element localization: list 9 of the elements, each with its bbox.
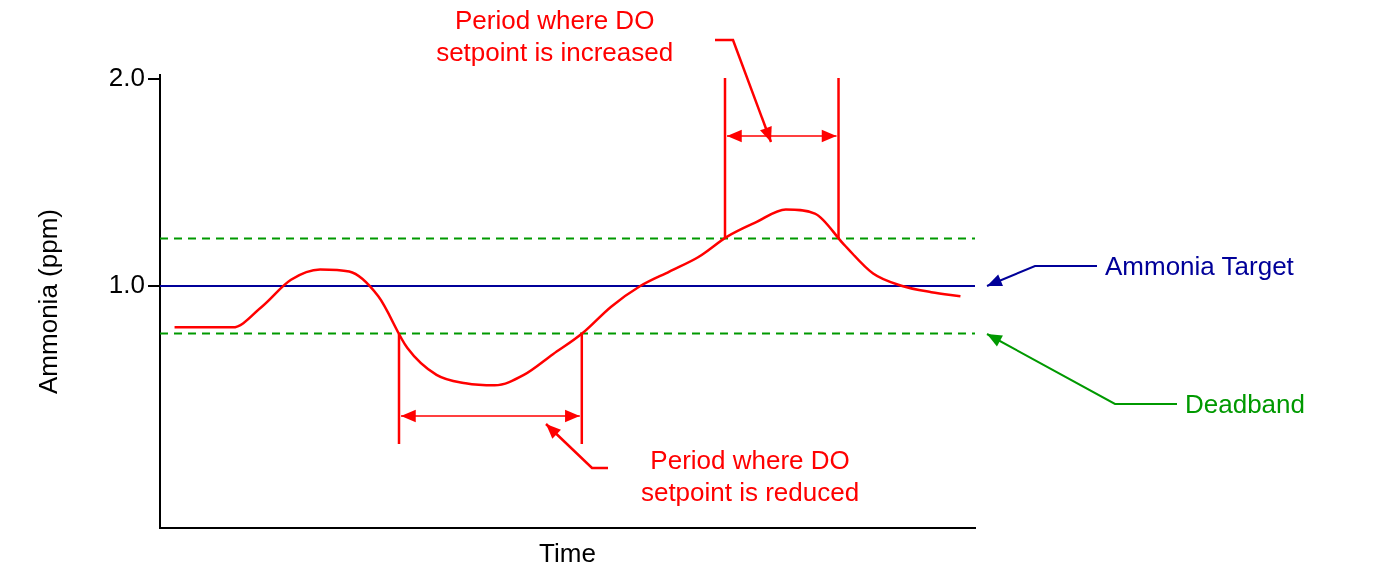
ref-line-label: Ammonia Target	[1105, 250, 1294, 282]
y-tick-label: 1.0	[108, 269, 145, 300]
x-axis-title: Time	[539, 537, 596, 568]
ref-line-label: Deadband	[1185, 387, 1305, 420]
line-series	[173, 208, 962, 387]
y-axis-title: Ammonia (ppm)	[32, 209, 63, 394]
text: Period where DO setpoint is increased	[435, 4, 675, 68]
y-tick-label: 2.0	[108, 62, 145, 93]
annotation: Period where DO setpoint is reduced	[639, 443, 861, 508]
